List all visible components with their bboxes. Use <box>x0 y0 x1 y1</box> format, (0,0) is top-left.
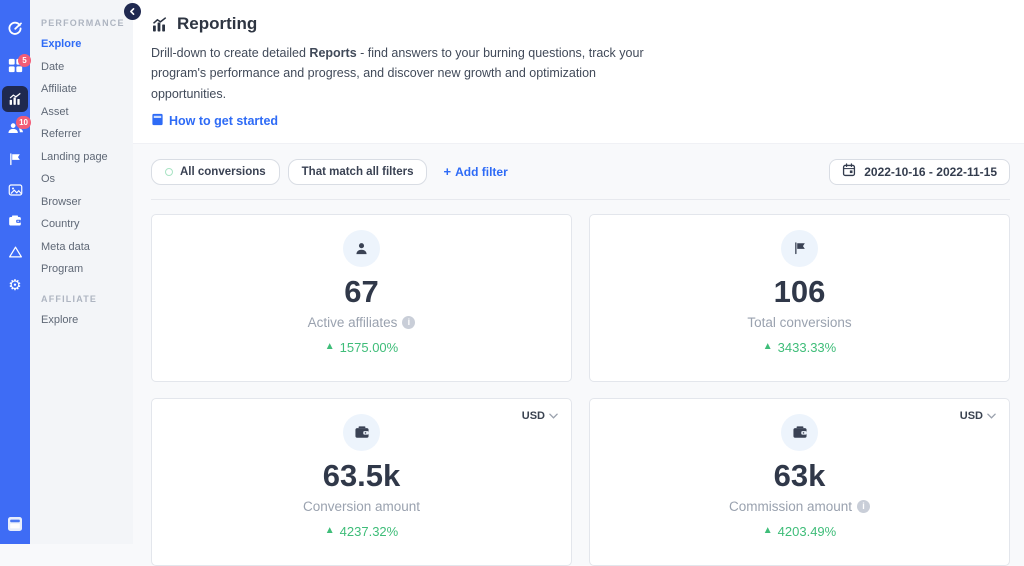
nav-integrations[interactable] <box>0 239 30 269</box>
nav-payouts[interactable] <box>0 208 30 238</box>
change-value: 4203.49% <box>778 524 837 539</box>
chevron-down-icon <box>549 410 558 422</box>
date-range-picker[interactable]: 2022-10-16 - 2022-11-15 <box>829 159 1010 185</box>
flag-icon <box>8 152 22 171</box>
nav-assets[interactable] <box>0 177 30 207</box>
stat-change: ▲ 4203.49% <box>763 524 836 539</box>
status-circle-icon <box>165 168 173 176</box>
notification-badge: 10 <box>16 116 31 129</box>
stats-grid: 67 Active affiliates i ▲ 1575.00% 106 To… <box>151 214 1010 566</box>
main-content: Reporting Drill-down to create detailed … <box>133 0 1024 544</box>
filter-toolbar: All conversions That match all filters +… <box>151 159 1010 185</box>
sidebar-item-browser[interactable]: Browser <box>41 196 133 208</box>
stat-change: ▲ 4237.32% <box>325 524 398 539</box>
stat-card-active-affiliates: 67 Active affiliates i ▲ 1575.00% <box>151 214 572 382</box>
changelog-button[interactable] <box>7 516 23 532</box>
app-logo[interactable] <box>0 0 30 53</box>
info-icon[interactable]: i <box>857 500 870 513</box>
change-value: 4237.32% <box>340 524 399 539</box>
nav-settings[interactable]: ⚙ <box>0 270 30 300</box>
sidebar-item-country[interactable]: Country <box>41 218 133 230</box>
reports-sidebar: PERFORMANCE Explore Date Affiliate Asset… <box>30 0 133 544</box>
primary-nav: 5 10 <box>0 53 30 300</box>
up-arrow-icon: ▲ <box>325 342 335 352</box>
up-arrow-icon: ▲ <box>763 526 773 536</box>
up-arrow-icon: ▲ <box>325 526 335 536</box>
sidebar-item-explore[interactable]: Explore <box>41 38 133 50</box>
section-title-performance: PERFORMANCE <box>41 18 133 28</box>
stat-label: Active affiliates <box>308 315 398 330</box>
app-iconbar: 5 10 <box>0 0 30 544</box>
stat-label: Commission amount <box>729 499 852 514</box>
page-header: Reporting Drill-down to create detailed … <box>133 0 1024 144</box>
match-all-filters-label: That match all filters <box>302 166 414 178</box>
flag-icon <box>781 230 818 267</box>
sidebar-item-meta-data[interactable]: Meta data <box>41 241 133 253</box>
sidebar-item-os[interactable]: Os <box>41 173 133 185</box>
all-conversions-button[interactable]: All conversions <box>151 159 280 185</box>
stat-label: Total conversions <box>747 315 851 330</box>
sidebar-item-asset[interactable]: Asset <box>41 106 133 118</box>
plus-icon: + <box>443 164 451 179</box>
all-conversions-label: All conversions <box>180 166 266 178</box>
stat-change: ▲ 3433.33% <box>763 340 836 355</box>
chevron-down-icon <box>987 410 996 422</box>
help-link-label: How to get started <box>169 114 278 128</box>
page-title: Reporting <box>177 14 257 34</box>
stat-value: 63k <box>774 459 826 493</box>
gear-icon: ⚙ <box>8 278 21 293</box>
sidebar-item-date[interactable]: Date <box>41 61 133 73</box>
book-icon <box>151 113 164 129</box>
nav-affiliates[interactable]: 10 <box>0 115 30 145</box>
nav-conversions[interactable] <box>0 146 30 176</box>
sidebar-item-landing-page[interactable]: Landing page <box>41 151 133 163</box>
stat-card-total-conversions: 106 Total conversions ▲ 3433.33% <box>589 214 1010 382</box>
stat-value: 63.5k <box>323 459 401 493</box>
currency-selector[interactable]: USD <box>522 410 558 422</box>
wallet-icon <box>781 414 818 451</box>
nav-dashboard[interactable]: 5 <box>0 53 30 83</box>
stat-change: ▲ 1575.00% <box>325 340 398 355</box>
currency-label: USD <box>960 410 983 422</box>
sidebar-item-affiliate-explore[interactable]: Explore <box>41 314 133 326</box>
nav-reporting-active[interactable] <box>0 84 30 114</box>
stat-value: 106 <box>774 275 826 309</box>
image-icon <box>8 183 23 202</box>
triangle-icon <box>8 245 23 264</box>
toolbar-divider <box>151 199 1010 200</box>
how-to-get-started-link[interactable]: How to get started <box>151 113 278 129</box>
sidebar-item-affiliate[interactable]: Affiliate <box>41 83 133 95</box>
info-icon[interactable]: i <box>402 316 415 329</box>
stat-value: 67 <box>344 275 378 309</box>
bar-chart-icon <box>151 16 169 33</box>
currency-label: USD <box>522 410 545 422</box>
add-filter-label: Add filter <box>455 165 508 179</box>
chevron-left-icon <box>128 3 137 21</box>
currency-selector[interactable]: USD <box>960 410 996 422</box>
change-value: 1575.00% <box>340 340 399 355</box>
user-icon <box>343 230 380 267</box>
date-range-label: 2022-10-16 - 2022-11-15 <box>864 165 997 179</box>
notification-badge: 5 <box>18 54 31 67</box>
calendar-icon <box>842 163 856 180</box>
stat-card-conversion-amount: USD 63.5k Conversion amount ▲ 4237.32 <box>151 398 572 566</box>
change-value: 3433.33% <box>778 340 837 355</box>
sidebar-item-program[interactable]: Program <box>41 263 133 275</box>
book-icon <box>7 519 23 536</box>
page-description: Drill-down to create detailed Reports - … <box>151 43 663 104</box>
wallet-icon <box>8 214 22 232</box>
bar-chart-icon <box>2 86 28 112</box>
up-arrow-icon: ▲ <box>763 342 773 352</box>
collapse-sidebar-button[interactable] <box>124 3 141 20</box>
section-title-affiliate: AFFILIATE <box>41 294 133 304</box>
sidebar-item-referrer[interactable]: Referrer <box>41 128 133 140</box>
match-all-filters-button[interactable]: That match all filters <box>288 159 428 185</box>
stat-card-commission-amount: USD 63k Commission amount i ▲ <box>589 398 1010 566</box>
logo-icon <box>5 19 25 44</box>
stat-label: Conversion amount <box>303 499 420 514</box>
add-filter-button[interactable]: + Add filter <box>443 164 507 179</box>
wallet-icon <box>343 414 380 451</box>
